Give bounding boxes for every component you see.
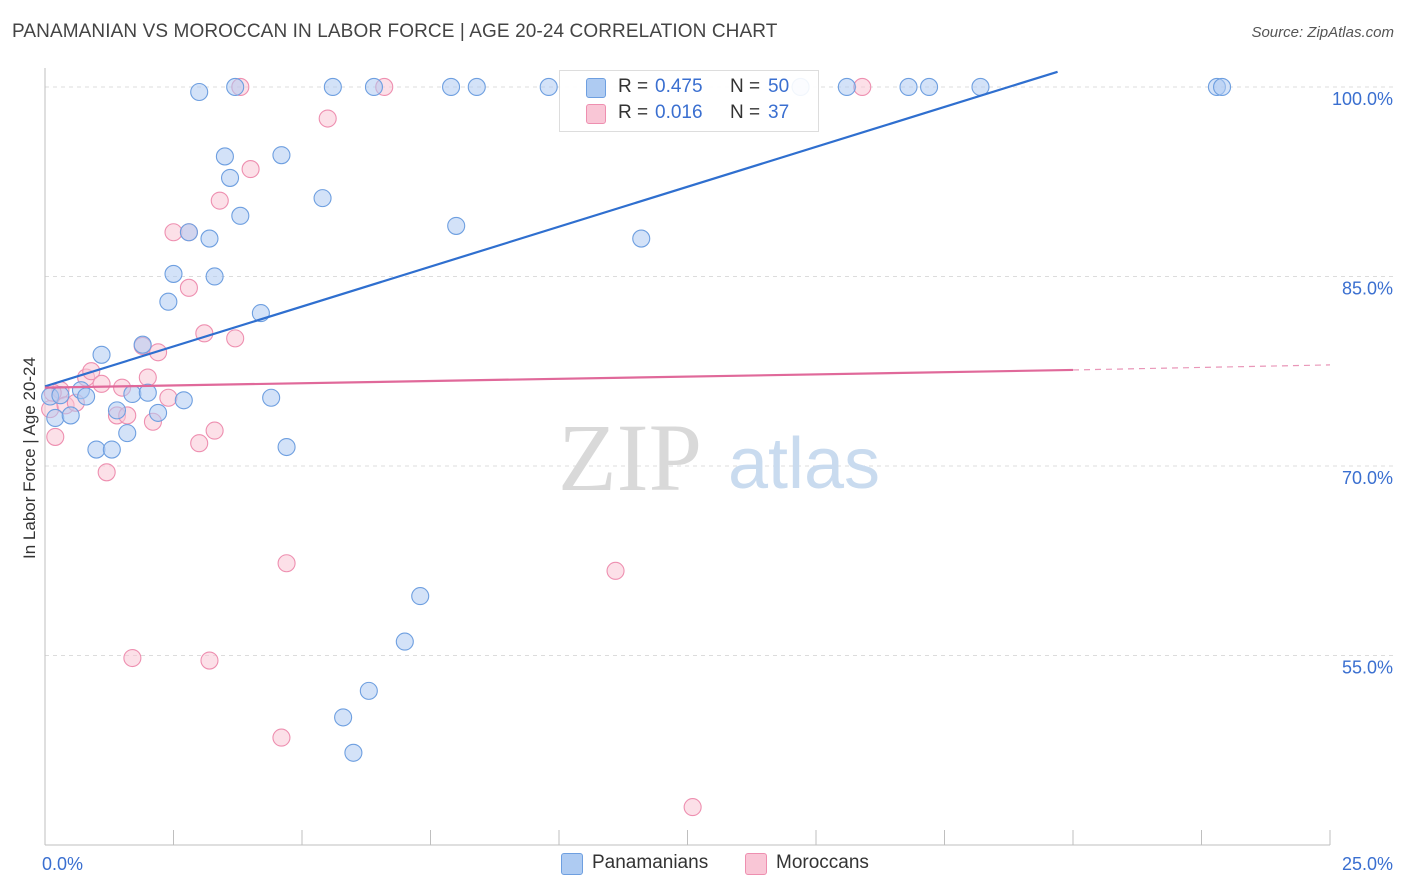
panamanian-point (364, 77, 384, 97)
moroccan-point (277, 554, 296, 573)
moroccan-point (226, 329, 245, 348)
moroccan-point (683, 798, 702, 817)
moroccan-point (159, 388, 178, 407)
panamanian-point (313, 189, 332, 208)
y-axis-label: In Labor Force | Age 20-24 (20, 357, 39, 559)
y-tick-label: 70.0% (1342, 468, 1393, 488)
moroccans-trend-line (44, 368, 1074, 389)
blue-swatch (561, 853, 583, 875)
pink-swatch (586, 104, 606, 124)
panamanian-point (123, 384, 142, 404)
moroccan-point (123, 648, 142, 668)
panamanian-point (262, 388, 281, 407)
moroccan-point (164, 223, 183, 242)
moroccan-point (200, 651, 219, 670)
panamanian-point (107, 401, 127, 420)
panamanian-point (226, 77, 245, 97)
panamanian-point (467, 77, 486, 97)
panamanian-point (164, 264, 183, 283)
panamanian-point (179, 223, 198, 242)
moroccan-point (241, 160, 260, 179)
panamanian-point (334, 708, 353, 727)
moroccan-point (179, 278, 198, 297)
panamanian-point (87, 440, 106, 459)
chart-title: PANAMANIAN VS MOROCCAN IN LABOR FORCE | … (12, 21, 778, 42)
moroccans-trend-extension (1072, 364, 1331, 371)
panamanian-point (411, 587, 430, 606)
panamanian-point (190, 82, 209, 102)
moroccan-point (46, 427, 65, 446)
panamanian-point (118, 424, 137, 443)
moroccan-point (138, 368, 157, 387)
legend-n-value: 50 (768, 76, 790, 97)
panamanian-point (277, 437, 296, 457)
x-tick-label: 0.0% (42, 854, 83, 874)
panamanian-point (92, 345, 111, 364)
moroccan-point (853, 77, 872, 97)
panamanian-point (51, 386, 70, 405)
panamanian-point (447, 216, 466, 235)
moroccan-point (606, 561, 625, 580)
panamanian-point (138, 383, 157, 402)
legend-r-label: R = (618, 102, 649, 123)
moroccan-point (92, 374, 111, 393)
panamanian-point (359, 681, 378, 700)
panamanian-point (632, 229, 651, 248)
moroccan-point (272, 728, 291, 747)
panamanian-point (231, 206, 250, 225)
panamanian-point (539, 77, 558, 97)
watermark-zip: ZIP (558, 404, 702, 511)
legend-n-label: N = (730, 102, 761, 123)
panamanian-point (323, 77, 342, 97)
moroccan-point (210, 191, 229, 210)
panamanian-point (61, 406, 80, 425)
blue-swatch (586, 78, 606, 98)
moroccan-point (205, 421, 224, 440)
panamanians-trend-line (44, 70, 1058, 388)
y-tick-label: 85.0% (1342, 278, 1393, 298)
bottom-legend-label: Panamanians (592, 852, 709, 873)
moroccan-point (318, 109, 337, 128)
panamanian-point (102, 440, 121, 459)
y-tick-label: 100.0% (1332, 89, 1393, 109)
legend-n-value: 37 (768, 102, 790, 123)
panamanian-point (159, 292, 178, 311)
y-tick-label: 55.0% (1342, 657, 1393, 677)
panamanian-point (899, 77, 918, 97)
legend-r-value: 0.475 (655, 76, 703, 97)
panamanian-point (344, 743, 363, 762)
panamanian-point (272, 146, 291, 165)
panamanian-point (920, 77, 939, 97)
panamanian-point (837, 77, 856, 97)
bottom-legend-label: Moroccans (776, 852, 869, 873)
legend-n-label: N = (730, 76, 761, 97)
panamanian-point (200, 229, 219, 248)
panamanian-point (149, 403, 168, 422)
panamanian-point (220, 168, 240, 187)
panamanian-point (174, 391, 193, 410)
moroccan-point (190, 434, 209, 453)
stats-legend: R = 0.475 N = 50 R = 0.016 N = 37 (559, 70, 819, 132)
panamanian-point (205, 267, 224, 286)
x-tick-label: 25.0% (1342, 854, 1393, 874)
panamanian-point (133, 335, 152, 354)
watermark-atlas: atlas (728, 424, 880, 504)
source-label: Source: ZipAtlas.com (1251, 24, 1394, 41)
panamanian-point (46, 408, 65, 428)
legend-r-value: 0.016 (655, 102, 703, 123)
panamanian-point (442, 77, 461, 97)
panamanian-point (215, 147, 234, 166)
panamanian-point (1213, 77, 1232, 97)
panamanian-point (395, 632, 414, 651)
panamanian-point (77, 387, 96, 406)
pink-swatch (745, 853, 767, 875)
legend-r-label: R = (618, 76, 649, 97)
moroccan-point (97, 463, 116, 482)
